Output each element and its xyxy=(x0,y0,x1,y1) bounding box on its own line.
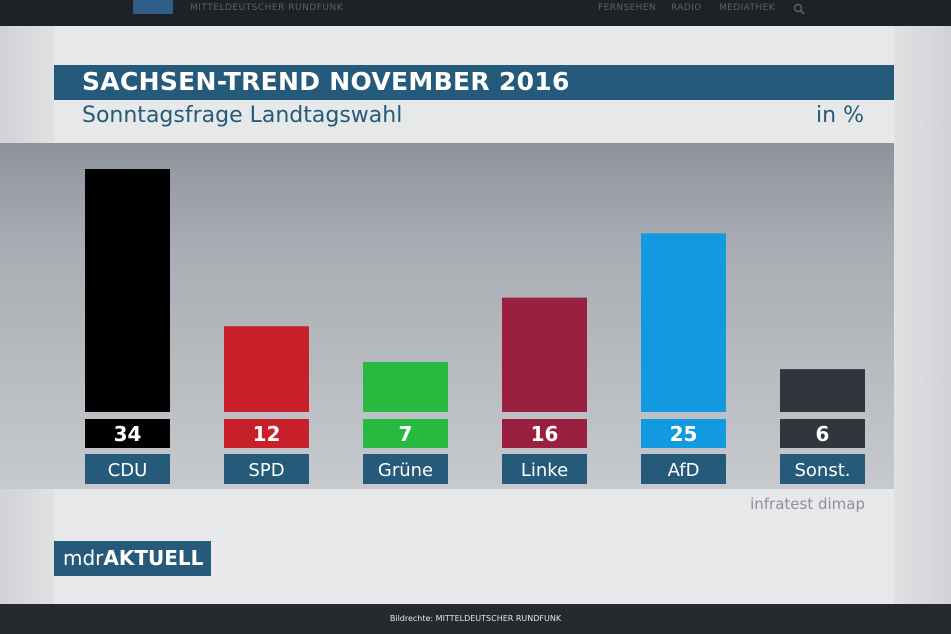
value-box-grüne xyxy=(363,419,448,448)
search-icon[interactable] xyxy=(793,3,805,15)
value-label-linke: 16 xyxy=(531,422,559,446)
category-box-grüne xyxy=(363,454,448,484)
chart-title: SACHSEN-TREND NOVEMBER 2016 xyxy=(82,67,570,96)
value-label-sonst: 6 xyxy=(816,422,830,446)
value-box-sonst xyxy=(780,419,865,448)
value-label-afd: 25 xyxy=(670,422,698,446)
nav-fernsehen[interactable]: FERNSEHEN xyxy=(598,3,657,13)
mdr-aktuell-logo: mdrAKTUELL xyxy=(54,541,211,576)
category-box-afd xyxy=(641,454,726,484)
mdr-logo-icon[interactable] xyxy=(133,0,173,14)
value-box-linke xyxy=(502,419,587,448)
unit-label: in % xyxy=(816,103,864,128)
category-box-linke xyxy=(502,454,587,484)
bar-sonst xyxy=(780,369,865,412)
value-box-spd xyxy=(224,419,309,448)
value-label-spd: 12 xyxy=(253,422,281,446)
site-header: MITTELDEUTSCHER RUNDFUNK FERNSEHEN RADIO… xyxy=(0,0,951,26)
logo-prefix: mdr xyxy=(63,546,104,570)
category-box-spd xyxy=(224,454,309,484)
value-label-cdu: 34 xyxy=(114,422,142,446)
bar-grüne xyxy=(363,361,448,412)
source-label: infratest dimap xyxy=(750,495,865,513)
site-name[interactable]: MITTELDEUTSCHER RUNDFUNK xyxy=(190,3,344,13)
bar-linke xyxy=(502,297,587,412)
category-box-sonst xyxy=(780,454,865,484)
category-label-sonst: Sonst. xyxy=(794,460,850,481)
page-margin-right xyxy=(894,26,951,604)
bar-chart: 34 CDU 12 SPD 7 Grüne 16 Linke 25 AfD 6 Sonst. xyxy=(85,169,865,484)
chart-subtitle: Sonntagsfrage Landtagswahl xyxy=(82,103,403,128)
image-credit: Bildrechte: MITTELDEUTSCHER RUNDFUNK xyxy=(389,614,562,623)
caption-bar xyxy=(0,604,951,634)
bar-afd xyxy=(641,233,726,412)
nav-radio[interactable]: RADIO xyxy=(671,3,702,13)
category-label-grüne: Grüne xyxy=(378,460,433,481)
category-label-linke: Linke xyxy=(521,460,568,481)
nav-mediathek[interactable]: MEDIATHEK xyxy=(719,3,775,13)
category-label-spd: SPD xyxy=(248,460,284,481)
category-label-cdu: CDU xyxy=(108,460,148,481)
category-box-cdu xyxy=(85,454,170,484)
bar-spd xyxy=(224,326,309,412)
bar-cdu xyxy=(85,169,170,412)
value-box-cdu xyxy=(85,419,170,448)
title-bar: SACHSEN-TREND NOVEMBER 2016 xyxy=(54,65,894,100)
category-label-afd: AfD xyxy=(668,460,700,481)
value-label-grüne: 7 xyxy=(399,422,413,446)
value-box-afd xyxy=(641,419,726,448)
logo-suffix: AKTUELL xyxy=(103,546,204,570)
